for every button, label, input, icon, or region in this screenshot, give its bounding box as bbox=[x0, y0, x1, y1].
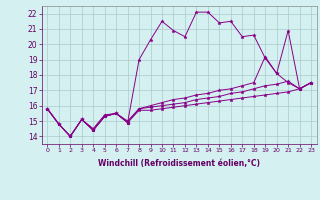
X-axis label: Windchill (Refroidissement éolien,°C): Windchill (Refroidissement éolien,°C) bbox=[98, 159, 260, 168]
